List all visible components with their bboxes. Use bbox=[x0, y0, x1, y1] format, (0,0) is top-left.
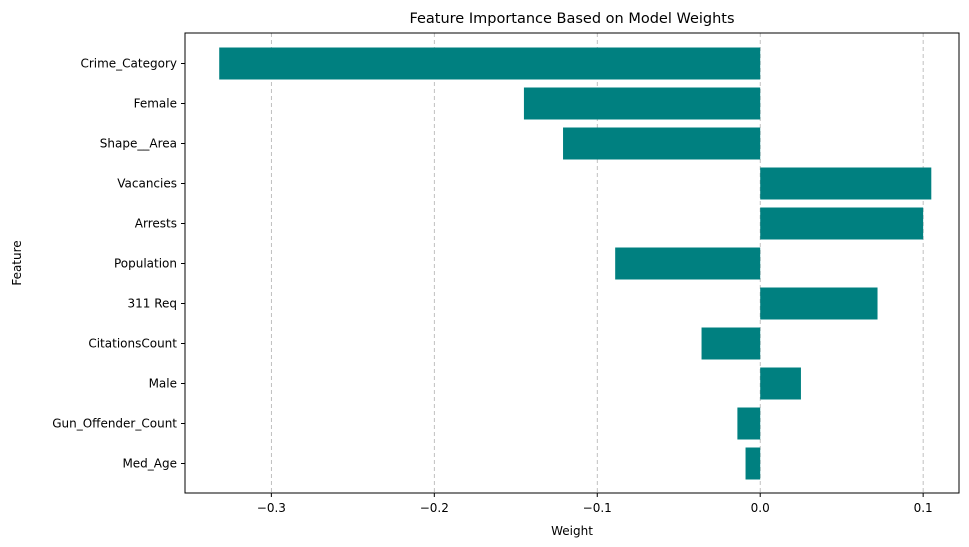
bar-gun-offender-count bbox=[737, 407, 761, 440]
y-tick-label: CitationsCount bbox=[88, 337, 177, 351]
chart-title: Feature Importance Based on Model Weight… bbox=[409, 11, 734, 27]
y-tick-label: 311 Req bbox=[127, 297, 177, 311]
y-tick-label: Male bbox=[149, 377, 177, 391]
x-tick-label: 0.1 bbox=[914, 501, 933, 515]
x-tick-label: −0.1 bbox=[583, 501, 612, 515]
bars bbox=[219, 47, 932, 480]
bar-citationscount bbox=[701, 327, 761, 360]
x-tick-label: −0.3 bbox=[257, 501, 286, 515]
y-tick-label: Female bbox=[134, 97, 177, 111]
y-axis: Crime_Category Female Shape__Area Vacancies… bbox=[52, 57, 185, 471]
x-tick-label: 0.0 bbox=[751, 501, 770, 515]
y-tick-label: Arrests bbox=[135, 217, 177, 231]
y-axis-title: Feature bbox=[10, 240, 24, 285]
bar-male bbox=[760, 367, 801, 400]
y-tick-label: Population bbox=[114, 257, 177, 271]
x-axis: −0.3 −0.2 −0.1 0.0 0.1 bbox=[257, 493, 933, 515]
bar-crime-category bbox=[219, 47, 761, 80]
bar-med-age bbox=[745, 447, 761, 480]
bar-vacancies bbox=[760, 167, 932, 200]
bar-population bbox=[615, 247, 761, 280]
bar-shape-area bbox=[563, 127, 761, 160]
y-tick-label: Shape__Area bbox=[100, 137, 177, 151]
y-tick-label: Gun_Offender_Count bbox=[52, 417, 177, 431]
y-tick-label: Vacancies bbox=[117, 177, 177, 191]
y-tick-label: Med_Age bbox=[122, 457, 177, 471]
bar-female bbox=[523, 87, 761, 120]
bar-311-req bbox=[760, 287, 878, 320]
bar-arrests bbox=[760, 207, 924, 240]
x-axis-title: Weight bbox=[551, 524, 593, 538]
y-tick-label: Crime_Category bbox=[80, 57, 177, 71]
x-tick-label: −0.2 bbox=[420, 501, 449, 515]
